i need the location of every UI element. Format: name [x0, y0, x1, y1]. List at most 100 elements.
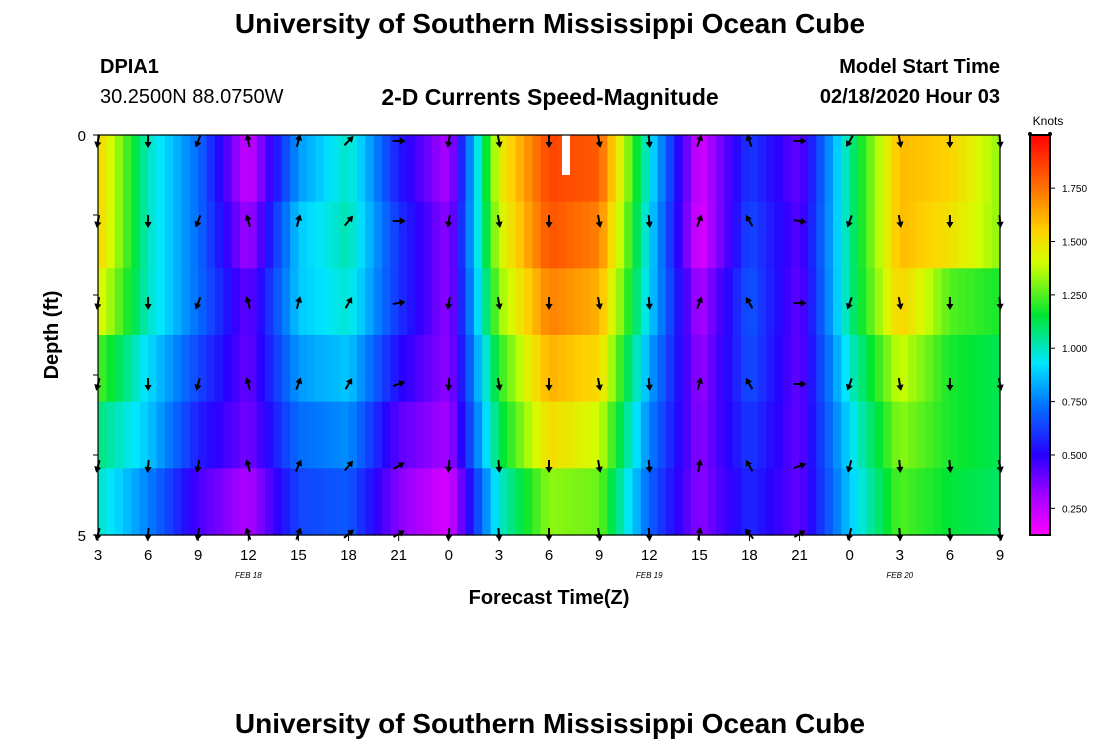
heatmap-cell: [281, 135, 291, 203]
heatmap-cell: [214, 268, 224, 336]
heatmap-cell: [231, 201, 241, 269]
heatmap-cell: [348, 201, 358, 269]
heatmap-cell: [407, 335, 416, 403]
heatmap-cell: [148, 468, 158, 536]
heatmap-cell: [565, 401, 575, 469]
heatmap-cell: [983, 201, 993, 269]
heatmap-cell: [323, 401, 333, 469]
heatmap-cell: [849, 401, 859, 469]
heatmap-cell: [757, 135, 767, 203]
heatmap-cell: [298, 135, 308, 203]
heatmap-cell: [849, 135, 859, 203]
current-vector-arrow: [144, 459, 152, 473]
current-vector-arrow: [696, 214, 704, 227]
heatmap-cell: [348, 268, 358, 336]
heatmap-cell: [239, 468, 249, 536]
heatmap-cell: [640, 201, 650, 269]
heatmap-cell: [682, 468, 692, 536]
heatmap-cell: [682, 401, 692, 469]
heatmap-cell: [816, 135, 826, 203]
x-tick-label: 6: [946, 547, 954, 564]
heatmap-cell: [640, 468, 650, 536]
heatmap-cell: [315, 335, 325, 403]
heatmap-cell: [423, 401, 433, 469]
heatmap-cell: [498, 201, 508, 269]
heatmap-cell: [791, 401, 801, 469]
heatmap-cell: [248, 401, 258, 469]
heatmap-cell: [507, 335, 517, 403]
heatmap-cell: [866, 401, 876, 469]
heatmap-cell: [373, 468, 383, 536]
colorbar-tick-label: 0.500: [1062, 451, 1087, 462]
heatmap-cell: [540, 335, 550, 403]
heatmap-cell: [716, 335, 725, 403]
y-tick-label: 5: [78, 528, 86, 545]
heatmap-cell: [114, 468, 124, 536]
heatmap-cell: [858, 201, 867, 269]
heatmap-cell: [148, 335, 158, 403]
heatmap-cell: [98, 268, 107, 336]
heatmap-cell: [340, 268, 350, 336]
heatmap-cell: [841, 268, 851, 336]
heatmap-cell: [340, 201, 350, 269]
heatmap-cell: [473, 468, 483, 536]
heatmap-cell: [381, 135, 391, 203]
heatmap-cell: [189, 401, 199, 469]
heatmap-cell: [590, 468, 600, 536]
heatmap-cell: [198, 468, 208, 536]
heatmap-cell: [582, 335, 592, 403]
heatmap-cell: [724, 268, 734, 336]
current-vector-arrow: [244, 214, 252, 228]
heatmap-cell: [632, 335, 642, 403]
heatmap-cell: [256, 335, 266, 403]
current-vector-arrow: [845, 215, 853, 228]
heatmap-cell: [832, 201, 842, 269]
heatmap-cell: [891, 468, 901, 536]
heatmap-cell: [532, 268, 542, 336]
heatmap-cell: [565, 201, 575, 269]
colorbar-tick-label: 1.750: [1062, 184, 1087, 195]
heatmap-cell: [507, 268, 517, 336]
heatmap-cell: [599, 335, 609, 403]
heatmap-cell: [440, 268, 450, 336]
heatmap-cell: [457, 135, 467, 203]
heatmap-cell: [181, 268, 191, 336]
heatmap-cell: [657, 268, 667, 336]
heatmap-cell: [958, 135, 968, 203]
heatmap-cell: [674, 135, 684, 203]
heatmap-cell: [858, 135, 867, 203]
current-vector-arrow: [545, 135, 553, 148]
current-vector-arrow: [745, 134, 753, 147]
heatmap-cell: [690, 401, 700, 469]
current-vector-arrow: [946, 459, 954, 473]
heatmap-cell: [365, 268, 375, 336]
heatmap-cell: [123, 468, 133, 536]
heatmap-cell: [807, 201, 817, 269]
heatmap-cell: [256, 401, 266, 469]
heatmap-cell: [741, 135, 751, 203]
heatmap-cell: [782, 468, 792, 536]
heatmap-cell: [799, 401, 809, 469]
heatmap-cell: [323, 268, 333, 336]
heatmap-cell: [173, 468, 183, 536]
heatmap-cell: [173, 401, 183, 469]
current-vector-arrow: [645, 296, 653, 310]
heatmap-cell: [699, 268, 709, 336]
heatmap-cell: [974, 135, 984, 203]
date-label: FEB 20: [886, 571, 913, 580]
heatmap-cell: [924, 401, 934, 469]
heatmap-cell: [114, 201, 124, 269]
current-vector-arrow: [144, 378, 152, 391]
heatmap-cell: [590, 401, 600, 469]
heatmap-cell: [682, 135, 692, 203]
heatmap-cell: [390, 268, 400, 336]
heatmap-cell: [716, 135, 725, 203]
heatmap-cell: [315, 201, 325, 269]
heatmap-cell: [164, 401, 174, 469]
heatmap-cell: [306, 335, 316, 403]
heatmap-cell: [883, 468, 893, 536]
heatmap-cell: [716, 201, 725, 269]
heatmap-cell: [181, 401, 191, 469]
heatmap-cell: [248, 201, 258, 269]
heatmap-cell: [949, 468, 959, 536]
